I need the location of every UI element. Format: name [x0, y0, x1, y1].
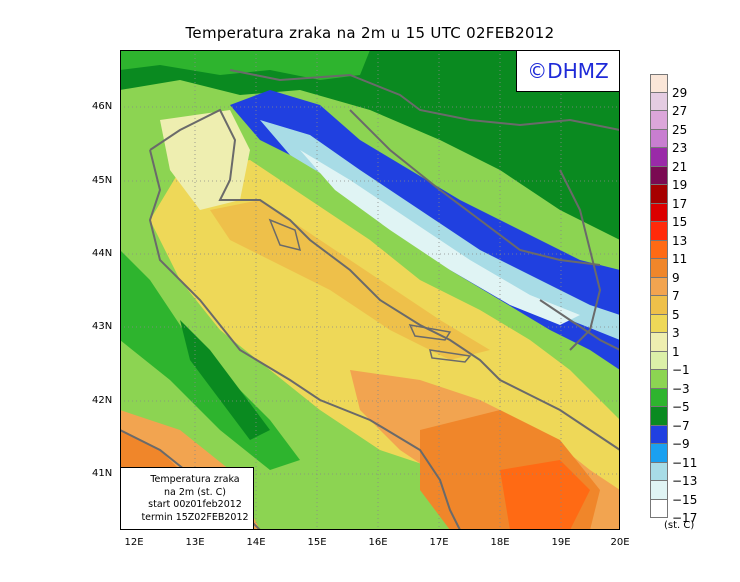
- legend-label: −11: [672, 455, 698, 470]
- legend-swatch: [650, 481, 668, 500]
- legend-swatch: [650, 277, 668, 296]
- legend-label: 23: [672, 141, 688, 155]
- legend-swatch: [650, 462, 668, 481]
- dhmz-logo: ©DHMZ: [516, 50, 620, 92]
- lon-label-19e: 19E: [551, 537, 571, 548]
- italy-east-coastline: [148, 149, 461, 530]
- map-canvas: [120, 50, 620, 530]
- legend-label: −7: [672, 418, 690, 433]
- legend-swatch: [650, 92, 668, 111]
- legend-label: −5: [672, 400, 690, 414]
- legend-label: 17: [672, 196, 688, 211]
- legend-swatch: [650, 333, 668, 352]
- legend-label: 1: [672, 344, 680, 359]
- lon-label-20e: 20E: [610, 537, 630, 548]
- chart-title: Temperatura zraka na 2m u 15 UTC 02FEB20…: [185, 24, 555, 42]
- legend-label: −13: [672, 474, 698, 488]
- legend-label: 15: [672, 215, 688, 229]
- info-line-3: start 00z01feb2012: [148, 499, 242, 510]
- legend-swatch: [650, 240, 668, 259]
- lat-label-45n: 45N: [92, 175, 113, 186]
- legend-swatch: [650, 444, 668, 463]
- island-hvar: [428, 349, 472, 363]
- legend-label: −9: [672, 437, 690, 451]
- adriatic-warm-core: [210, 200, 490, 360]
- legend-label: −1: [672, 363, 690, 377]
- legend-label: −17: [672, 511, 698, 525]
- east-adriatic-coastline: [149, 108, 620, 451]
- legend-swatch: [650, 314, 668, 333]
- apennine-dark: [180, 320, 270, 440]
- info-line-4: termin 15Z02FEB2012: [141, 511, 249, 523]
- legend-label: 9: [672, 270, 680, 285]
- legend-swatch: [650, 203, 668, 222]
- map-frame: [120, 50, 620, 530]
- legend-swatch: [650, 166, 668, 185]
- info-box: Temperatura zraka na 2m (st. C) start 00…: [120, 467, 254, 530]
- legend-label: 3: [672, 326, 680, 340]
- lon-label-15e: 15E: [307, 537, 327, 548]
- legend-swatch: [650, 351, 668, 370]
- island-krk: [268, 218, 302, 252]
- dinaric-peaks: [300, 150, 580, 325]
- legend-label: 19: [672, 178, 688, 192]
- legend-units: (st. C): [664, 520, 695, 531]
- lon-label-13e: 13E: [185, 537, 205, 548]
- legend-label: 27: [672, 104, 688, 118]
- info-line-1: Temperatura zraka: [150, 474, 240, 485]
- legend-swatch: [650, 407, 668, 426]
- dinaric-cold-core: [260, 120, 620, 340]
- legend-swatch: [650, 222, 668, 241]
- legend-swatch: [650, 388, 668, 407]
- legend-swatch: [650, 425, 668, 444]
- legend-swatch: [650, 499, 668, 518]
- lat-label-41n: 41N: [92, 468, 113, 479]
- legend-swatch: [650, 74, 668, 93]
- legend-label: 7: [672, 289, 680, 303]
- border-bosnia-serbia: [559, 169, 602, 351]
- lat-label-43n: 43N: [92, 321, 113, 332]
- border-croatia-bosnia: [349, 109, 601, 266]
- lon-label-14e: 14E: [246, 537, 266, 548]
- legend-swatch: [650, 148, 668, 167]
- south-sea-hot: [500, 460, 590, 530]
- legend-swatch: [650, 370, 668, 389]
- legend-label: 13: [672, 233, 688, 248]
- island-brac: [408, 324, 452, 341]
- north-lowland: [120, 50, 620, 240]
- lon-label-18e: 18E: [490, 537, 510, 548]
- color-legend: [650, 74, 668, 518]
- border-montenegro: [539, 299, 620, 351]
- legend-label: 11: [672, 252, 688, 266]
- legend-label: 25: [672, 122, 688, 137]
- lon-label-17e: 17E: [429, 537, 449, 548]
- lat-label-46n: 46N: [92, 101, 113, 112]
- legend-swatch: [650, 185, 668, 204]
- border-slovenia-austria-hungary: [229, 69, 620, 131]
- legend-label: −15: [672, 492, 698, 507]
- temperature-map: [120, 50, 620, 530]
- legend-swatch: [650, 296, 668, 315]
- lon-label-12e: 12E: [124, 537, 144, 548]
- legend-label: 29: [672, 85, 688, 100]
- legend-label: −3: [672, 381, 690, 396]
- legend-swatch: [650, 129, 668, 148]
- north-west-green: [120, 50, 370, 80]
- info-line-2: na 2m (st. C): [164, 486, 226, 498]
- lat-label-44n: 44N: [92, 248, 113, 259]
- lat-label-42n: 42N: [92, 395, 113, 406]
- legend-swatch: [650, 111, 668, 130]
- lon-label-16e: 16E: [368, 537, 388, 548]
- legend-label: 5: [672, 307, 680, 322]
- legend-swatch: [650, 259, 668, 278]
- legend-label: 21: [672, 159, 688, 174]
